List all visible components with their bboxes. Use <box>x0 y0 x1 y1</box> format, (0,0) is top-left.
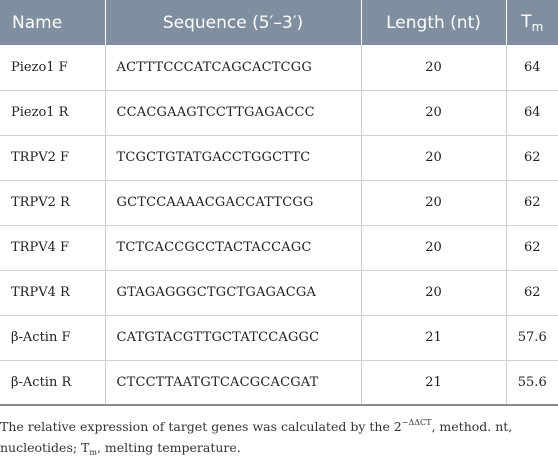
cell-sequence: ACTTTCCCATCAGCACTCGG <box>105 45 362 91</box>
header-tm-sub: m <box>531 19 544 34</box>
table-row: TRPV2 R GCTCCAAAACGACCATTCGG 20 62 <box>0 180 558 226</box>
footnote-subscript: m <box>89 448 97 457</box>
table-footnote: The relative expression of target genes … <box>0 412 548 463</box>
table-header: Name Sequence (5′–3′) Length (nt) Tm <box>0 0 558 45</box>
table-row: TRPV4 F TCTCACCGCCTACTACCAGC 20 62 <box>0 225 558 271</box>
table-body: Piezo1 F ACTTTCCCATCAGCACTCGG 20 64 Piez… <box>0 45 558 406</box>
cell-length: 20 <box>361 180 507 226</box>
cell-tm: 62 <box>506 225 558 271</box>
cell-name: Piezo1 R <box>0 90 106 136</box>
cell-length: 20 <box>361 270 507 316</box>
cell-sequence: GTAGAGGGCTGCTGAGACGA <box>105 270 362 316</box>
table-row: β-Actin R CTCCTTAATGTCACGCACGAT 21 55.6 <box>0 360 558 406</box>
cell-name: β-Actin R <box>0 360 106 406</box>
cell-tm: 62 <box>506 135 558 181</box>
header-tm-main: T <box>521 11 532 32</box>
header-name: Name <box>0 0 106 45</box>
header-row: Name Sequence (5′–3′) Length (nt) Tm <box>0 0 558 45</box>
cell-tm: 57.6 <box>506 315 558 361</box>
footnote-superscript: −ΔΔCT <box>401 418 432 427</box>
cell-sequence: TCGCTGTATGACCTGGCTTC <box>105 135 362 181</box>
cell-tm: 62 <box>506 180 558 226</box>
cell-name: β-Actin F <box>0 315 106 361</box>
cell-sequence: CCACGAAGTCCTTGAGACCC <box>105 90 362 136</box>
cell-length: 20 <box>361 135 507 181</box>
cell-name: TRPV2 F <box>0 135 106 181</box>
cell-sequence: CATGTACGTTGCTATCCAGGC <box>105 315 362 361</box>
cell-length: 20 <box>361 90 507 136</box>
cell-length: 21 <box>361 315 507 361</box>
cell-sequence: CTCCTTAATGTCACGCACGAT <box>105 360 362 406</box>
header-sequence: Sequence (5′–3′) <box>105 0 362 45</box>
cell-name: TRPV2 R <box>0 180 106 226</box>
footnote-text-2: , method. nt, nucleotides; T <box>0 419 513 455</box>
table-row: TRPV4 R GTAGAGGGCTGCTGAGACGA 20 62 <box>0 270 558 316</box>
cell-name: TRPV4 R <box>0 270 106 316</box>
cell-length: 20 <box>361 225 507 271</box>
table-row: Piezo1 F ACTTTCCCATCAGCACTCGG 20 64 <box>0 45 558 91</box>
cell-tm: 62 <box>506 270 558 316</box>
cell-sequence: TCTCACCGCCTACTACCAGC <box>105 225 362 271</box>
header-length: Length (nt) <box>361 0 507 45</box>
table-row: TRPV2 F TCGCTGTATGACCTGGCTTC 20 62 <box>0 135 558 181</box>
cell-name: TRPV4 F <box>0 225 106 271</box>
cell-length: 21 <box>361 360 507 406</box>
primer-table: Name Sequence (5′–3′) Length (nt) Tm Pie… <box>0 0 558 406</box>
cell-tm: 64 <box>506 45 558 91</box>
cell-sequence: GCTCCAAAACGACCATTCGG <box>105 180 362 226</box>
table-row: Piezo1 R CCACGAAGTCCTTGAGACCC 20 64 <box>0 90 558 136</box>
cell-tm: 55.6 <box>506 360 558 406</box>
header-tm: Tm <box>506 0 558 45</box>
table-row: β-Actin F CATGTACGTTGCTATCCAGGC 21 57.6 <box>0 315 558 361</box>
footnote-text-1: The relative expression of target genes … <box>0 419 402 434</box>
footnote-text-3: , melting temperature. <box>96 440 241 455</box>
cell-tm: 64 <box>506 90 558 136</box>
cell-name: Piezo1 F <box>0 45 106 91</box>
cell-length: 20 <box>361 45 507 91</box>
